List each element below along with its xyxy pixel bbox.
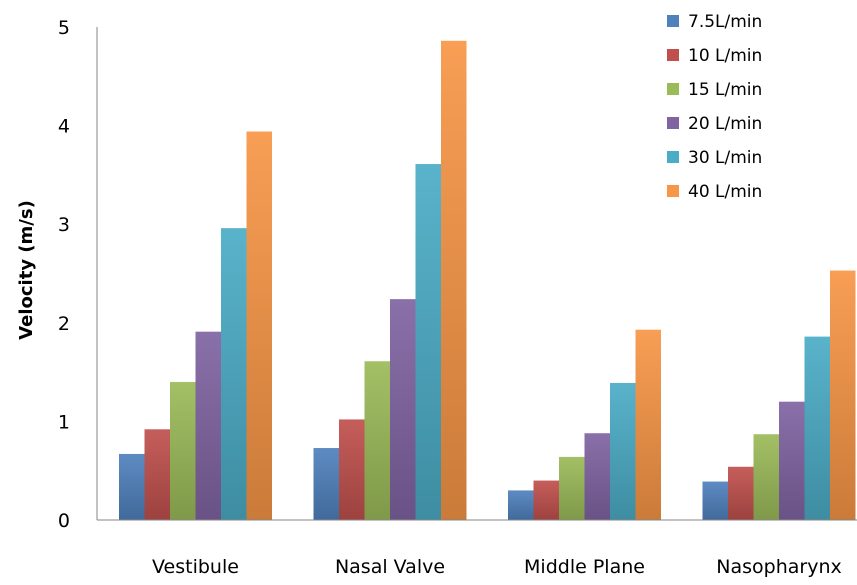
bar-nasal-valve-7-5l-min bbox=[313, 448, 339, 520]
y-tick-label: 4 bbox=[58, 116, 70, 138]
y-tick-label: 0 bbox=[58, 510, 70, 532]
bar-nasopharynx-20-l-min bbox=[779, 401, 805, 520]
bar-nasal-valve-30-l-min bbox=[415, 164, 441, 520]
bar-nasopharynx-15-l-min bbox=[753, 434, 779, 520]
bar-middle-plane-20-l-min bbox=[584, 433, 610, 520]
bar-vestibule-40-l-min bbox=[246, 131, 272, 521]
x-category-label: Vestibule bbox=[152, 556, 239, 578]
legend: 7.5L/min 10 L/min 15 L/min 20 L/min 30 L/min… bbox=[667, 12, 762, 202]
bar-nasal-valve-10-l-min bbox=[339, 419, 365, 520]
y-tick-label: 1 bbox=[58, 411, 70, 433]
y-axis-label: Velocity (m/s) bbox=[16, 200, 37, 340]
bar-nasopharynx-30-l-min bbox=[804, 336, 830, 520]
y-tick-labels: 0 1 2 3 4 5 bbox=[58, 17, 70, 532]
bar-vestibule-30-l-min bbox=[221, 228, 247, 521]
legend-swatch bbox=[667, 49, 679, 61]
y-tick-label: 3 bbox=[58, 214, 70, 236]
legend-swatch bbox=[667, 83, 679, 95]
x-category-label: Middle Plane bbox=[524, 556, 645, 578]
bar-vestibule-7-5l-min bbox=[119, 453, 145, 520]
bar-nasal-valve-20-l-min bbox=[390, 299, 416, 520]
bar-nasal-valve-15-l-min bbox=[364, 361, 390, 520]
bar-nasopharynx-10-l-min bbox=[728, 466, 754, 520]
x-category-label: Nasal Valve bbox=[335, 556, 445, 578]
legend-swatch bbox=[667, 151, 679, 163]
legend-swatch bbox=[667, 15, 679, 27]
legend-swatch bbox=[667, 117, 679, 129]
bar-middle-plane-10-l-min bbox=[533, 480, 559, 520]
legend-label: 30 L/min bbox=[688, 148, 762, 168]
bar-middle-plane-15-l-min bbox=[559, 456, 585, 520]
legend-swatch bbox=[667, 185, 679, 197]
bar-middle-plane-40-l-min bbox=[635, 329, 661, 520]
bar-series-group bbox=[119, 40, 856, 521]
bar-middle-plane-30-l-min bbox=[610, 382, 636, 520]
legend-label: 20 L/min bbox=[688, 114, 762, 134]
bar-nasal-valve-40-l-min bbox=[441, 40, 467, 520]
y-tick-label: 2 bbox=[58, 313, 70, 335]
x-category-label: Nasopharynx bbox=[716, 556, 841, 578]
bar-vestibule-15-l-min bbox=[170, 381, 196, 520]
x-category-labels: Vestibule Nasal Valve Middle Plane Nasophar… bbox=[152, 556, 842, 578]
legend-label: 10 L/min bbox=[688, 46, 762, 66]
bar-nasopharynx-40-l-min bbox=[830, 270, 856, 520]
y-tick-label: 5 bbox=[58, 17, 70, 39]
legend-label: 15 L/min bbox=[688, 80, 762, 100]
bar-nasopharynx-7-5l-min bbox=[702, 481, 728, 520]
legend-label: 40 L/min bbox=[688, 182, 762, 202]
legend-label: 7.5L/min bbox=[688, 12, 762, 32]
bar-middle-plane-7-5l-min bbox=[508, 490, 534, 520]
bar-vestibule-10-l-min bbox=[144, 429, 170, 520]
bar-vestibule-20-l-min bbox=[195, 331, 221, 520]
y-axis-label-group: Velocity (m/s) bbox=[16, 200, 37, 340]
